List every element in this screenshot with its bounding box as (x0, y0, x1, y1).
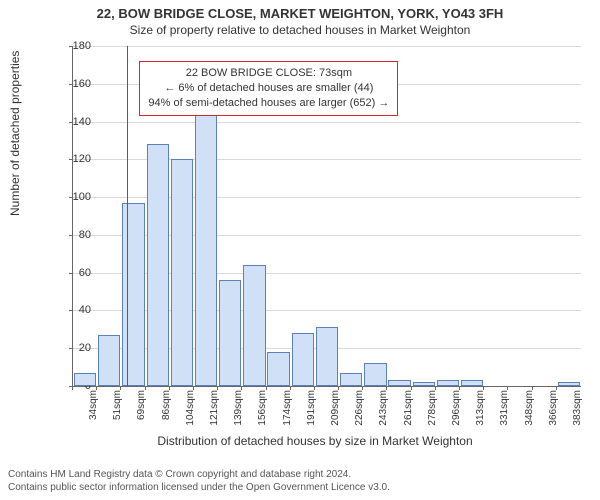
histogram-bar (98, 335, 120, 386)
xtick-mark (290, 386, 291, 390)
xtick-label: 313sqm (475, 390, 486, 426)
xtick-label: 209sqm (330, 390, 341, 426)
histogram-bar (340, 373, 362, 386)
histogram-bar (195, 88, 217, 386)
ytick-label: 20 (61, 342, 91, 354)
xtick-mark (362, 386, 363, 390)
xtick-mark (386, 386, 387, 390)
xtick-mark (411, 386, 412, 390)
xtick-label: 139sqm (233, 390, 244, 426)
xtick-label: 226sqm (354, 390, 365, 426)
chart-title-sub: Size of property relative to detached ho… (0, 21, 600, 37)
xtick-mark (120, 386, 121, 390)
xtick-mark (193, 386, 194, 390)
histogram-bar (388, 380, 410, 386)
histogram-bar (147, 144, 169, 386)
footer-attribution: Contains HM Land Registry data © Crown c… (0, 462, 600, 500)
footer-line-2: Contains public sector information licen… (8, 481, 592, 494)
ytick-label: 160 (61, 78, 91, 90)
ytick-label: 180 (61, 40, 91, 52)
xtick-label: 296sqm (451, 390, 462, 426)
histogram-bar (437, 380, 459, 386)
reference-line (127, 46, 128, 386)
histogram-bar (267, 352, 289, 386)
x-axis-label: Distribution of detached houses by size … (50, 434, 580, 448)
xtick-label: 243sqm (378, 390, 389, 426)
histogram-bar (558, 382, 580, 386)
annotation-line: ← 6% of detached houses are smaller (44) (148, 81, 389, 96)
chart-container: Number of detached properties 0204060801… (50, 46, 580, 416)
gridline-h (73, 46, 581, 47)
annotation-line: 22 BOW BRIDGE CLOSE: 73sqm (148, 66, 389, 81)
ytick-label: 100 (61, 191, 91, 203)
ytick-label: 120 (61, 153, 91, 165)
xtick-mark (169, 386, 170, 390)
xtick-label: 383sqm (572, 390, 583, 426)
annotation-box: 22 BOW BRIDGE CLOSE: 73sqm← 6% of detach… (139, 61, 398, 116)
histogram-bar (413, 382, 435, 386)
xtick-label: 69sqm (136, 390, 147, 420)
xtick-label: 331sqm (499, 390, 510, 426)
histogram-bar (243, 265, 265, 386)
annotation-line: 94% of semi-detached houses are larger (… (148, 96, 389, 111)
xtick-label: 174sqm (282, 390, 293, 426)
xtick-mark (556, 386, 557, 390)
xtick-mark (483, 386, 484, 390)
xtick-mark (338, 386, 339, 390)
histogram-bar (461, 380, 483, 386)
ytick-label: 80 (61, 229, 91, 241)
xtick-mark (217, 386, 218, 390)
xtick-label: 348sqm (524, 390, 535, 426)
xtick-label: 191sqm (306, 390, 317, 426)
xtick-label: 51sqm (112, 390, 123, 420)
xtick-mark (96, 386, 97, 390)
xtick-mark (532, 386, 533, 390)
xtick-label: 104sqm (185, 390, 196, 426)
xtick-mark (145, 386, 146, 390)
y-axis-label: Number of detached properties (8, 51, 22, 216)
ytick-label: 40 (61, 304, 91, 316)
histogram-bar (122, 203, 144, 386)
histogram-bar (74, 373, 96, 386)
histogram-bar (219, 280, 241, 386)
xtick-mark (266, 386, 267, 390)
chart-title-main: 22, BOW BRIDGE CLOSE, MARKET WEIGHTON, Y… (0, 0, 600, 21)
ytick-label: 140 (61, 116, 91, 128)
xtick-label: 121sqm (209, 390, 220, 426)
xtick-label: 156sqm (257, 390, 268, 426)
xtick-label: 366sqm (548, 390, 559, 426)
xtick-label: 86sqm (161, 390, 172, 420)
plot-area: 02040608010012014016018022 BOW BRIDGE CL… (72, 46, 581, 387)
xtick-mark (72, 386, 73, 390)
xtick-label: 34sqm (88, 390, 99, 420)
xtick-label: 278sqm (427, 390, 438, 426)
ytick-label: 60 (61, 267, 91, 279)
histogram-bar (292, 333, 314, 386)
xtick-mark (241, 386, 242, 390)
histogram-bar (364, 363, 386, 386)
gridline-h (73, 122, 581, 123)
xtick-mark (507, 386, 508, 390)
xtick-mark (314, 386, 315, 390)
xtick-mark (459, 386, 460, 390)
histogram-bar (171, 159, 193, 386)
xtick-mark (435, 386, 436, 390)
footer-line-1: Contains HM Land Registry data © Crown c… (8, 468, 592, 481)
histogram-bar (316, 327, 338, 386)
xtick-label: 261sqm (403, 390, 414, 426)
